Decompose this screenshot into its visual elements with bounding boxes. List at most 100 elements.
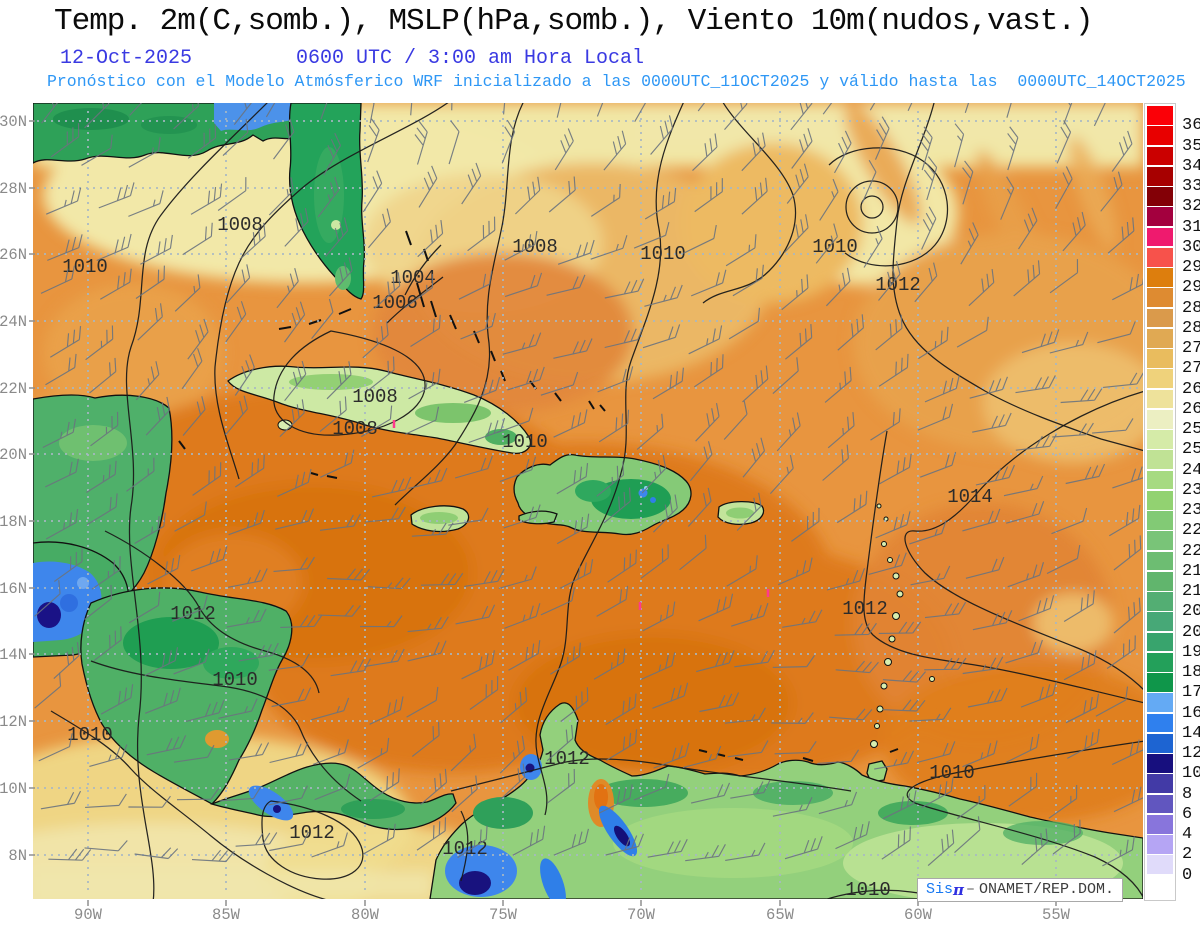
wind-barb: [41, 103, 63, 124]
wind-barb: [777, 557, 813, 586]
wind-barb: [411, 721, 440, 757]
wind-barb: [357, 737, 390, 769]
wind-barb: [546, 724, 574, 762]
wind-barb: [695, 403, 720, 442]
colorbar-cell: [1147, 612, 1173, 631]
wind-barb: [962, 740, 998, 768]
abc-islands: [698, 748, 899, 762]
wind-barb: [956, 316, 989, 348]
wind-barb: [732, 264, 764, 297]
colorbar-cell: [1147, 754, 1173, 773]
wind-barb: [965, 556, 1005, 579]
wind-barb: [458, 270, 493, 300]
wind-barb: [596, 103, 611, 117]
wind-barb: [135, 361, 160, 401]
wind-barb: [605, 693, 637, 726]
wind-barb: [448, 120, 460, 165]
wind-barb: [730, 780, 771, 799]
colorbar-cell: [1147, 268, 1173, 287]
pressure-label: 1014: [947, 486, 993, 508]
wind-barb: [225, 395, 248, 436]
wind-barb: [330, 658, 372, 677]
wind-barb: [653, 742, 690, 769]
wind-barb: [817, 749, 860, 764]
wind-barb: [420, 768, 448, 805]
wind-barb: [500, 687, 528, 724]
wind-barb: [964, 103, 977, 113]
wind-barb: [126, 457, 155, 492]
wind-barb: [690, 269, 727, 297]
colorbar-tick-label: 28.5: [1182, 298, 1200, 318]
colorbar-cell: [1147, 673, 1173, 692]
wind-barb: [693, 354, 724, 388]
colorbar-cell: [1147, 652, 1173, 672]
wind-barb: [924, 601, 967, 619]
wind-barb: [1021, 828, 1048, 866]
pressure-contours: [50, 103, 1143, 899]
wind-barb: [407, 616, 449, 633]
wind-barb: [553, 828, 589, 856]
watermark-org: ONAMET/REP.DOM.: [978, 881, 1115, 898]
wind-barb: [1111, 736, 1143, 766]
wind-barb: [271, 687, 312, 708]
wind-barb: [782, 609, 823, 628]
wind-barb: [822, 444, 849, 481]
colorbar-tick-label: 23.5: [1182, 480, 1200, 500]
wind-barb: [607, 549, 637, 583]
wind-barb: [45, 458, 79, 488]
wind-barb: [1005, 733, 1040, 763]
colorbar-cell: [1147, 713, 1173, 733]
wind-barb: [1062, 103, 1077, 125]
forecast-datetime-row: 12-Oct-2025 0600 UTC / 3:00 am Hora Loca…: [0, 47, 1200, 71]
wind-barb: [875, 314, 903, 351]
wind-barb: [463, 377, 501, 403]
wind-barb: [369, 768, 400, 802]
wind-barb: [791, 128, 813, 169]
wind-barb: [499, 735, 525, 774]
lon-label: 75W: [489, 906, 518, 924]
wind-barb: [1106, 635, 1136, 669]
wind-barb: [918, 326, 949, 360]
pressure-label: 1012: [170, 603, 216, 625]
colorbar: [1144, 103, 1176, 901]
wind-barb: [1060, 388, 1103, 404]
wind-barb: [604, 326, 644, 349]
wind-barb: [129, 591, 161, 624]
wind-barb: [499, 763, 526, 801]
wind-barb: [699, 692, 740, 713]
wind-barb: [642, 601, 676, 632]
colorbar-cell: [1147, 450, 1173, 469]
colorbar-tick-label: 25: [1182, 440, 1200, 460]
wind-barb: [769, 454, 794, 494]
wind-barb: [590, 235, 628, 260]
wind-barb: [1052, 422, 1094, 438]
wind-barb: [328, 257, 353, 297]
wind-barb: [781, 274, 809, 311]
wind-barb: [173, 648, 210, 675]
wind-barb: [448, 507, 489, 526]
colorbar-tick-label: 20.5: [1182, 602, 1200, 622]
wind-barb: [741, 132, 766, 172]
wind-barb: [1000, 176, 1015, 220]
wind-barb: [881, 826, 911, 860]
wind-barb: [919, 451, 957, 478]
wind-barb: [829, 708, 873, 721]
pressure-label: 1012: [842, 598, 888, 620]
colorbar-tick-label: 27.5: [1182, 339, 1200, 359]
wind-barb: [461, 162, 482, 205]
wind-barb: [218, 698, 258, 719]
wind-barb: [85, 793, 127, 808]
wind-barb: [1051, 507, 1088, 535]
wind-barb: [469, 676, 499, 710]
wind-barb: [359, 615, 403, 628]
wind-barb: [408, 368, 441, 400]
wind-barb: [441, 103, 454, 111]
lon-label: 60W: [904, 906, 933, 924]
wind-barb: [460, 312, 496, 340]
lat-label: 16N: [0, 580, 27, 598]
wind-barb: [404, 273, 434, 309]
wind-barb: [235, 832, 278, 847]
wind-barb: [724, 103, 748, 130]
wind-barb: [1112, 270, 1143, 301]
wind-barb: [540, 587, 576, 616]
